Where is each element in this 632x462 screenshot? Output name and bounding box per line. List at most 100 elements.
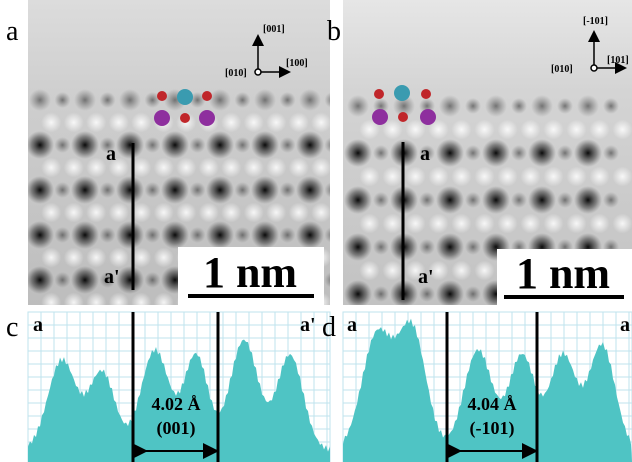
bright-spot [266, 112, 287, 133]
atom-column [419, 239, 435, 255]
bright-spot [108, 202, 129, 223]
atom-column [254, 89, 276, 111]
bright-spot [612, 166, 632, 187]
bright-spot [176, 202, 197, 223]
bright-spot [405, 260, 426, 281]
bright-spot [474, 213, 495, 234]
bright-spot [359, 119, 380, 140]
intensity-profile [28, 339, 330, 462]
atom-column [116, 131, 144, 159]
end-label: a [347, 314, 357, 336]
bright-spot [131, 202, 152, 223]
spacing-label: 4.02 Å [152, 394, 201, 414]
atom-column [557, 98, 573, 114]
end-label: a [620, 314, 630, 336]
bright-spot [612, 213, 632, 234]
atom-column [28, 221, 54, 249]
bright-spot [405, 166, 426, 187]
atom-column [161, 221, 189, 249]
atom-column [603, 192, 619, 208]
bright-spot [153, 247, 174, 268]
atom-column [344, 280, 372, 305]
bright-spot [474, 119, 495, 140]
bright-spot [543, 119, 564, 140]
atom-model [154, 85, 436, 126]
atom-column [99, 137, 116, 153]
bright-spot [520, 166, 541, 187]
atom-column [577, 95, 599, 117]
bright-spot [451, 166, 472, 187]
bright-spot [221, 202, 242, 223]
atom-column [603, 145, 619, 161]
bright-spot [153, 292, 174, 305]
atom-column [528, 186, 556, 214]
bright-spot [266, 202, 287, 223]
bright-spot [520, 119, 541, 140]
atom-column [234, 182, 251, 198]
atom-column [419, 286, 435, 302]
bright-spot [520, 213, 541, 234]
atom-column [71, 176, 99, 204]
atom-column [393, 95, 415, 117]
atom-column [209, 89, 231, 111]
bright-spot [86, 157, 107, 178]
atom-column [465, 98, 481, 114]
axes-a [252, 34, 291, 78]
axis-label: [010] [225, 68, 247, 79]
atom-column [465, 286, 481, 302]
bright-spot [288, 202, 309, 223]
atom-column [557, 145, 573, 161]
scale-bar-label: 1 nm [516, 249, 610, 298]
bright-spot [63, 112, 84, 133]
bright-spot [428, 260, 449, 281]
bright-spot [266, 157, 287, 178]
atom-column [234, 92, 251, 108]
bright-spot [428, 119, 449, 140]
panel-label: d [322, 312, 336, 343]
atom-column [206, 221, 234, 249]
bright-spot [131, 112, 152, 133]
bright-spot [497, 119, 518, 140]
atom-column [119, 89, 141, 111]
axis-label: [001] [263, 24, 285, 35]
atom-column [482, 186, 510, 214]
atom-column [436, 139, 464, 167]
atom-column [29, 89, 51, 111]
atom-column [99, 227, 116, 243]
atom-column [436, 233, 464, 261]
bright-spot [543, 166, 564, 187]
bright-spot [311, 112, 330, 133]
atom-column [296, 131, 324, 159]
atom-column [465, 192, 481, 208]
atom-column [144, 182, 161, 198]
bright-spot [451, 213, 472, 234]
atom-column [251, 176, 279, 204]
bright-spot [359, 213, 380, 234]
bright-spot [405, 119, 426, 140]
atom-column [296, 176, 324, 204]
bright-spot [41, 292, 62, 305]
bright-spot [243, 202, 264, 223]
bright-spot [451, 260, 472, 281]
atom-column [28, 266, 54, 294]
bright-spot [86, 202, 107, 223]
bright-spot [474, 260, 495, 281]
bright-spot [589, 213, 610, 234]
atom-column [373, 145, 389, 161]
panel-label: c [6, 312, 18, 343]
bright-spot [474, 166, 495, 187]
atom-column [344, 139, 372, 167]
bright-spot [221, 112, 242, 133]
bright-spot [566, 213, 587, 234]
spacing-label: 4.04 Å [468, 394, 517, 414]
atom-column [99, 272, 116, 288]
bright-spot [63, 247, 84, 268]
atom-column [279, 92, 296, 108]
bright-spot [382, 260, 403, 281]
bright-spot [497, 213, 518, 234]
atom-column [324, 137, 330, 153]
bright-spot [243, 157, 264, 178]
atom-column [144, 137, 161, 153]
bright-spot [108, 157, 129, 178]
